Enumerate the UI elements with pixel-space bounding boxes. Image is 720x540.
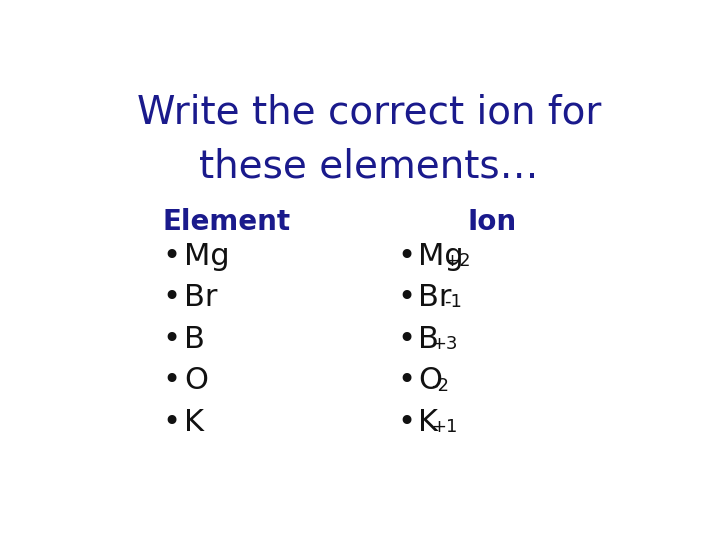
Text: B: B <box>184 325 204 354</box>
Text: K: K <box>418 408 438 437</box>
Text: +3: +3 <box>431 335 458 353</box>
Text: Br: Br <box>418 283 451 312</box>
Text: •: • <box>397 408 415 437</box>
Text: K: K <box>184 408 204 437</box>
Text: •: • <box>163 283 181 312</box>
Text: -1: -1 <box>444 294 462 312</box>
Text: Mg: Mg <box>184 241 230 271</box>
Text: •: • <box>397 283 415 312</box>
Text: +2: +2 <box>444 252 471 270</box>
Text: O: O <box>184 366 208 395</box>
Text: Mg: Mg <box>418 241 464 271</box>
Text: Br: Br <box>184 283 217 312</box>
Text: •: • <box>163 408 181 437</box>
Text: these elements…: these elements… <box>199 148 539 186</box>
Text: •: • <box>397 366 415 395</box>
Text: •: • <box>397 325 415 354</box>
Text: -2: -2 <box>431 377 449 395</box>
Text: •: • <box>397 241 415 271</box>
Text: B: B <box>418 325 439 354</box>
Text: Ion: Ion <box>467 208 516 237</box>
Text: O: O <box>418 366 442 395</box>
Text: Element: Element <box>163 208 291 237</box>
Text: Write the correct ion for: Write the correct ion for <box>137 94 601 132</box>
Text: •: • <box>163 241 181 271</box>
Text: •: • <box>163 366 181 395</box>
Text: +1: +1 <box>431 418 458 436</box>
Text: •: • <box>163 325 181 354</box>
